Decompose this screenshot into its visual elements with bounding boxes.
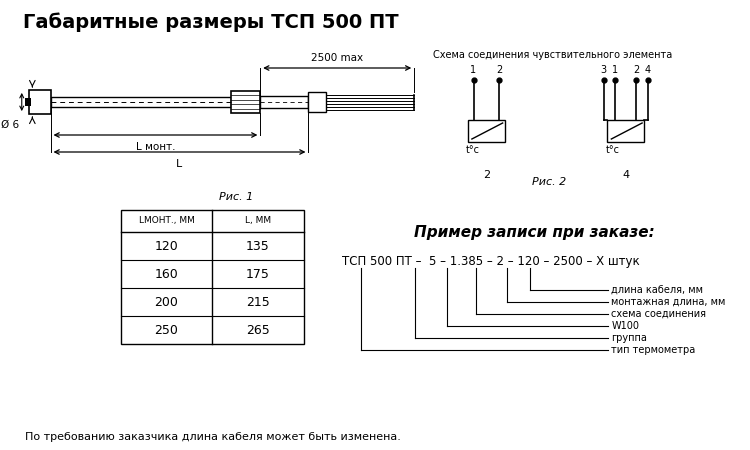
Text: Рис. 1: Рис. 1 [219,192,254,202]
Text: 215: 215 [246,296,270,309]
Text: 175: 175 [246,267,270,280]
Text: Ø 6: Ø 6 [1,120,19,130]
Text: 2: 2 [633,65,640,75]
Text: 160: 160 [154,267,178,280]
Text: W100: W100 [611,321,639,331]
Text: 1: 1 [612,65,618,75]
Text: L монт.: L монт. [136,142,176,152]
Text: группа: группа [611,333,647,343]
Text: 2: 2 [483,170,490,180]
Bar [121,210,304,344]
Text: L, ММ: L, ММ [244,216,271,225]
Bar [308,92,326,112]
Text: 2500 max: 2500 max [311,53,363,63]
Text: монтажная длина, мм: монтажная длина, мм [611,297,726,307]
Text: 3: 3 [601,65,607,75]
Text: 250: 250 [154,324,178,337]
Bar [25,98,32,106]
Text: 4: 4 [645,65,651,75]
Text: 200: 200 [154,296,178,309]
Text: 4: 4 [622,170,629,180]
Text: Габаритные размеры ТСП 500 ПТ: Габаритные размеры ТСП 500 ПТ [22,12,398,32]
Text: Пример записи при заказе:: Пример записи при заказе: [414,225,655,240]
Text: 1: 1 [470,65,476,75]
Bar [260,96,308,108]
Bar [29,90,50,114]
Bar [468,120,505,142]
Text: t°c: t°c [466,145,480,155]
Text: L: L [176,159,182,169]
Text: Рис. 2: Рис. 2 [532,177,566,187]
Text: длина кабеля, мм: длина кабеля, мм [611,285,704,295]
Bar [232,91,260,113]
Text: По требованию заказчика длина кабеля может быть изменена.: По требованию заказчика длина кабеля мож… [25,432,400,442]
Text: схема соединения: схема соединения [611,309,706,319]
Text: t°c: t°c [605,145,619,155]
Text: 265: 265 [246,324,270,337]
Text: 135: 135 [246,239,270,252]
Text: LМОНТ., ММ: LМОНТ., ММ [139,216,194,225]
Text: 120: 120 [154,239,178,252]
Bar [50,97,232,107]
Text: 2: 2 [496,65,503,75]
Text: тип термометра: тип термометра [611,345,695,355]
Text: Схема соединения чувствительного элемента: Схема соединения чувствительного элемент… [433,50,673,60]
Text: ТСП 500 ПТ –  5 – 1.385 – 2 – 120 – 2500 – X штук: ТСП 500 ПТ – 5 – 1.385 – 2 – 120 – 2500 … [342,255,640,268]
Bar [608,120,644,142]
